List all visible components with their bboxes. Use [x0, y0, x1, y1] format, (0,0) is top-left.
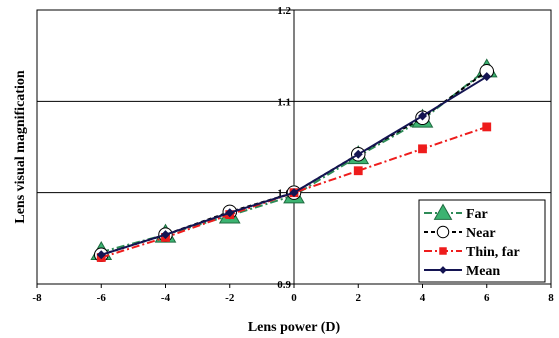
data-point-square	[482, 122, 492, 132]
x-tick-label: 4	[420, 292, 426, 304]
series-mean	[96, 72, 492, 260]
data-point-square	[439, 247, 447, 255]
data-point-square	[418, 144, 427, 154]
x-tick-label: 2	[356, 292, 362, 304]
legend-item: Near	[424, 225, 496, 241]
y-axis-title: Lens visual magnification	[13, 70, 28, 223]
data-point-triangle	[433, 203, 453, 220]
legend-label: Thin, far	[466, 245, 520, 260]
x-axis-title: Lens power (D)	[248, 320, 341, 335]
x-tick-label: -2	[225, 292, 235, 304]
legend-label: Far	[466, 207, 488, 222]
data-point-diamond	[439, 266, 447, 274]
legend-item: Mean	[424, 264, 500, 279]
x-tick-label: -8	[32, 292, 42, 304]
series-layer	[90, 58, 498, 263]
x-tick-label: 0	[291, 292, 297, 304]
data-point-diamond	[289, 188, 299, 198]
data-point-diamond	[161, 230, 170, 240]
y-tick-label: 1.1	[277, 96, 291, 108]
data-point-circle	[436, 225, 450, 239]
legend-item: Thin, far	[424, 245, 520, 260]
data-point-diamond	[96, 250, 106, 260]
x-tick-label: 8	[548, 292, 554, 304]
x-tick-label: -4	[161, 292, 171, 304]
data-point-diamond	[482, 72, 492, 82]
legend-label: Near	[466, 226, 496, 241]
legend-label: Mean	[466, 264, 500, 279]
x-tick-label: -6	[97, 292, 107, 304]
data-point-square	[353, 166, 363, 176]
x-tick-label: 6	[484, 292, 490, 304]
y-tick-label: 1.2	[277, 5, 291, 17]
data-point-diamond	[418, 111, 427, 121]
x-axis: -8 -6 -4 -2 0 2 4 6 8	[32, 284, 554, 304]
data-point-diamond	[225, 208, 235, 218]
data-point-diamond	[353, 149, 363, 159]
y-tick-label: 0.9	[277, 279, 291, 291]
legend: Far Near Thin, far Mean	[418, 199, 546, 283]
legend-item: Far	[424, 203, 488, 222]
